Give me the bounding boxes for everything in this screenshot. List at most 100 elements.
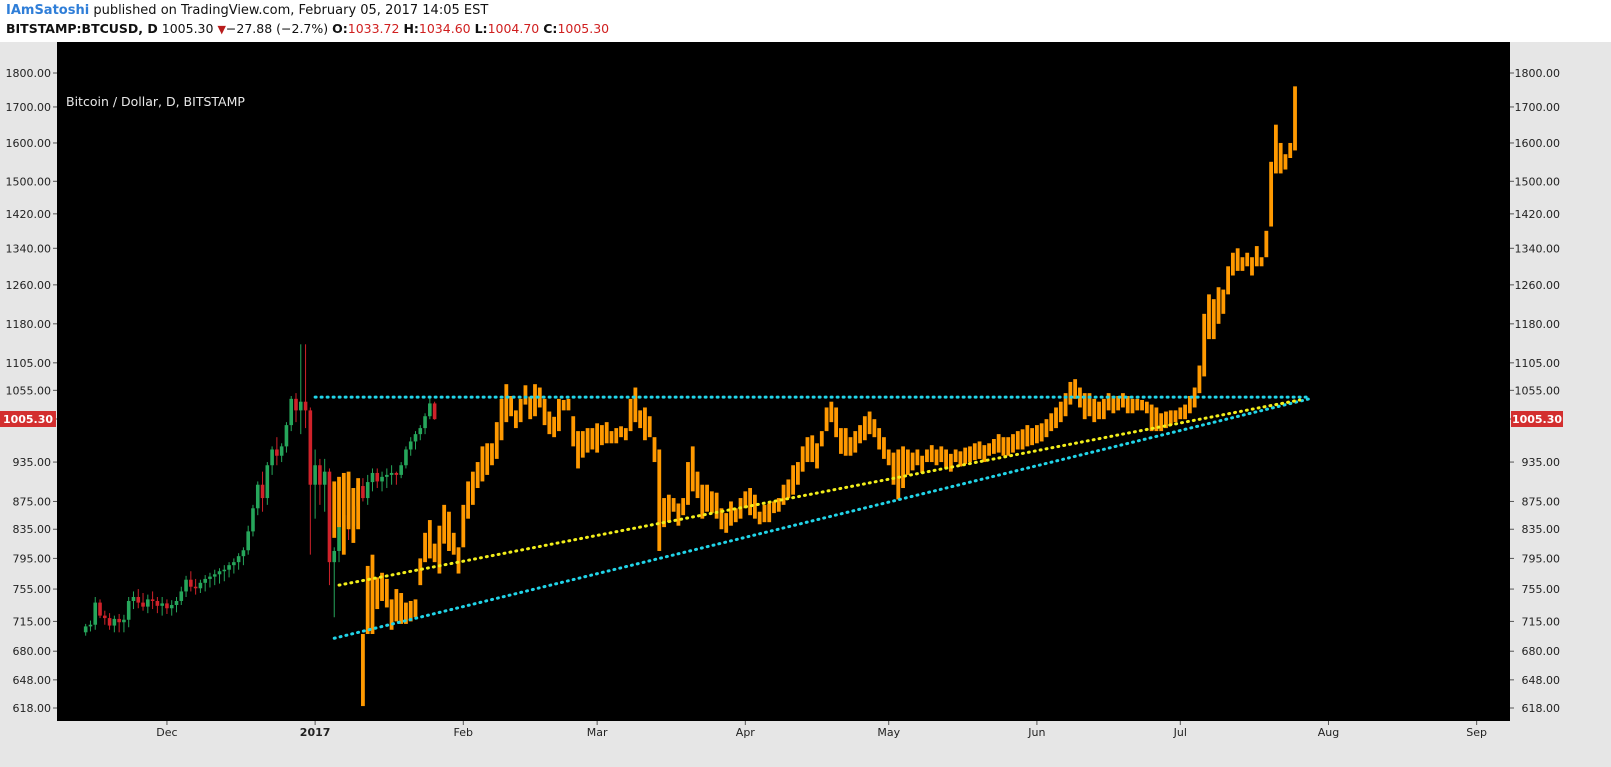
candle-body — [160, 603, 164, 606]
projection-bar — [767, 503, 772, 523]
projection-bar — [1106, 393, 1111, 411]
projection-bar — [700, 484, 705, 519]
candle-body — [303, 401, 308, 411]
projection-bar — [432, 543, 437, 563]
projection-bar — [695, 471, 700, 499]
projection-bar — [671, 498, 676, 512]
y-tick-label-left: 715.00 — [13, 615, 52, 628]
projection-bar — [633, 387, 638, 423]
price-chart[interactable]: 618.00 648.00 680.00 715.00 755.00 795.00 835.… — [0, 42, 1611, 767]
y-tick-label-left: 1420.00 — [6, 208, 52, 221]
projection-bar — [1245, 252, 1250, 267]
projection-bar — [709, 491, 714, 514]
candle-body — [365, 482, 370, 499]
projection-bar — [824, 407, 829, 432]
candle-body — [107, 618, 112, 626]
y-tick-label-right: 1700.00 — [1515, 101, 1561, 114]
projection-bar — [1240, 257, 1245, 271]
projection-bar — [810, 435, 815, 463]
y-tick-label-right: 875.00 — [1522, 495, 1561, 508]
candle-body — [255, 484, 260, 509]
y-tick-label-right: 1800.00 — [1515, 67, 1561, 80]
projection-bar — [676, 503, 681, 526]
candle-body — [423, 416, 427, 429]
projection-bar — [752, 494, 757, 519]
projection-bar — [1035, 425, 1039, 444]
projection-bar — [623, 428, 628, 441]
projection-bar — [513, 410, 518, 429]
projection-bar — [356, 478, 361, 530]
candle-body — [112, 618, 117, 626]
candle-body — [126, 600, 131, 620]
projection-bar — [413, 599, 418, 618]
projection-bar — [1250, 257, 1254, 276]
projection-bar — [719, 508, 724, 530]
y-tick-label-right: 1105.00 — [1515, 357, 1561, 370]
author-link[interactable]: IAmSatoshi — [6, 3, 90, 18]
publish-header: IAmSatoshi published on TradingView.com,… — [6, 3, 488, 18]
y-tick-label-left: 935.00 — [13, 456, 52, 469]
projection-bar — [1121, 393, 1125, 408]
x-tick-label: Aug — [1318, 726, 1339, 739]
projection-bar — [1269, 161, 1274, 227]
projection-bar — [714, 492, 719, 519]
projection-bar — [1054, 407, 1058, 429]
candle-body — [418, 428, 423, 435]
y-tick-label-left: 755.00 — [13, 583, 52, 596]
y-tick-label-left: 1180.00 — [6, 318, 52, 331]
projection-bar — [1154, 407, 1159, 432]
y-tick-label-right: 648.00 — [1522, 674, 1561, 687]
projection-bar — [690, 446, 695, 492]
projection-bar — [1130, 398, 1135, 414]
projection-bar — [1221, 289, 1226, 314]
published-text: published on TradingView.com, February 0… — [93, 3, 489, 18]
projection-bar — [1092, 398, 1097, 423]
projection-bar — [1254, 246, 1259, 267]
candle-body — [428, 403, 432, 417]
candle-body — [83, 626, 88, 633]
candle-body — [189, 579, 193, 587]
y-tick-label-left: 648.00 — [13, 674, 52, 687]
projection-bar — [332, 481, 337, 538]
projection-bar — [1073, 379, 1078, 399]
projection-bar — [1020, 429, 1025, 450]
projection-bar — [791, 465, 796, 495]
candle-body — [246, 531, 250, 551]
projection-bar — [404, 602, 408, 624]
candle-body — [227, 565, 231, 570]
candle-body — [93, 602, 98, 625]
projection-bar — [365, 565, 370, 634]
projection-bar — [829, 401, 834, 423]
projection-bar — [1049, 413, 1054, 432]
projection-bar — [934, 449, 939, 466]
down-arrow-icon: ▼ — [217, 23, 226, 36]
y-tick-label-right: 1180.00 — [1515, 318, 1561, 331]
projection-bar — [1082, 393, 1087, 420]
projection-bar — [662, 498, 666, 528]
y-tick-label-right: 1055.00 — [1515, 384, 1561, 397]
y-tick-label-right: 1340.00 — [1515, 242, 1561, 255]
x-tick-label: Sep — [1466, 726, 1487, 739]
candle-body — [193, 586, 198, 589]
y-tick-label-right: 618.00 — [1522, 702, 1561, 715]
projection-bar — [619, 426, 623, 438]
x-tick-label: Mar — [587, 726, 608, 739]
projection-bar — [1283, 154, 1288, 170]
projection-bar — [499, 398, 504, 441]
candle-body — [212, 574, 217, 577]
projection-bar — [341, 472, 346, 555]
candle-body — [251, 508, 255, 532]
projection-bar — [1168, 410, 1173, 426]
projection-bar — [1063, 393, 1068, 417]
last-price-label-right: 1005.30 — [1512, 413, 1562, 426]
projection-bar — [686, 462, 690, 505]
projection-bar — [490, 443, 494, 466]
projection-bar — [972, 443, 977, 461]
projection-bar — [1011, 434, 1015, 453]
candle-body — [222, 569, 227, 572]
projection-bar — [533, 384, 537, 417]
projection-bar — [1235, 248, 1240, 271]
y-tick-label-right: 1500.00 — [1515, 175, 1561, 188]
candle-body — [408, 441, 413, 450]
projection-bar — [394, 589, 399, 622]
